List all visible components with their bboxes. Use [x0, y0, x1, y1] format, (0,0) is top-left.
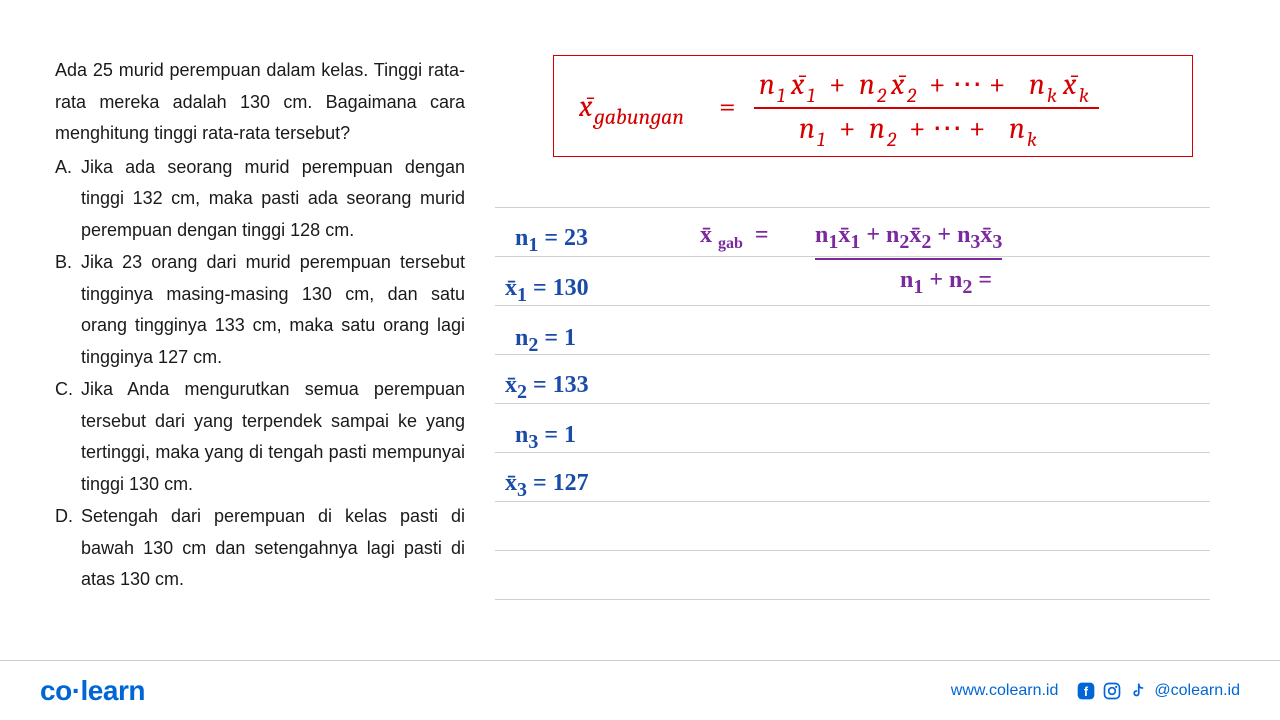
svg-text:1: 1 — [817, 128, 825, 146]
svg-text:k: k — [1047, 84, 1057, 107]
rule-line — [495, 305, 1210, 306]
svg-text:n: n — [759, 67, 775, 102]
svg-text:x̄: x̄ — [579, 89, 594, 124]
option-c: C. Jika Anda mengurutkan semua perempuan… — [55, 374, 465, 500]
hw-x2: x̄2 = 133 — [505, 372, 589, 404]
svg-text:+: + — [839, 111, 856, 146]
hw-n2: n2 = 1 — [515, 325, 576, 357]
svg-text:gabungan: gabungan — [592, 104, 684, 130]
formula-svg: x̄ gabungan = n1 x̄1 + n2 x̄2 + ⋯ + nk x… — [579, 66, 1169, 146]
footer-url[interactable]: www.colearn.id — [951, 682, 1059, 700]
rule-line — [495, 452, 1210, 453]
formula-box: x̄ gabungan = n1 x̄1 + n2 x̄2 + ⋯ + nk x… — [553, 55, 1193, 157]
svg-text:2: 2 — [886, 128, 897, 146]
rule-line — [495, 354, 1210, 355]
solution-panel: x̄ gabungan = n1 x̄1 + n2 x̄2 + ⋯ + nk x… — [465, 55, 1250, 620]
svg-text:n: n — [859, 67, 875, 102]
svg-text:x̄: x̄ — [890, 67, 906, 102]
svg-text:+ ⋯ +: + ⋯ + — [909, 111, 985, 146]
svg-text:=: = — [719, 89, 736, 124]
logo: co·learn — [40, 675, 145, 707]
social-handle[interactable]: @colearn.id — [1154, 682, 1240, 700]
svg-text:n: n — [1029, 67, 1045, 102]
option-b: B. Jika 23 orang dari murid perempuan te… — [55, 247, 465, 373]
hw-n1: n1 = 23 — [515, 225, 588, 257]
social-icons: f @colearn.id — [1076, 681, 1240, 701]
question-panel: Ada 25 murid perempuan dalam kelas. Ting… — [55, 55, 465, 620]
svg-text:2: 2 — [906, 84, 917, 107]
svg-text:+ ⋯ +: + ⋯ + — [929, 67, 1005, 102]
rule-line — [495, 403, 1210, 404]
question-intro: Ada 25 murid perempuan dalam kelas. Ting… — [55, 55, 465, 150]
instagram-icon[interactable] — [1102, 681, 1122, 701]
hw-x3: x̄3 = 127 — [505, 470, 589, 502]
footer: co·learn www.colearn.id f @colearn.id — [0, 660, 1280, 720]
svg-text:n: n — [1009, 111, 1025, 146]
rule-line — [495, 599, 1210, 600]
svg-text:1: 1 — [777, 84, 785, 107]
work-area: n1 = 23 x̄1 = 130 n2 = 1 x̄2 = 133 n3 = … — [495, 187, 1250, 197]
option-a: A. Jika ada seorang murid perempuan deng… — [55, 152, 465, 247]
svg-text:+: + — [829, 67, 846, 102]
hw-n3: n3 = 1 — [515, 422, 576, 454]
tiktok-icon[interactable] — [1128, 681, 1148, 701]
svg-text:n: n — [799, 111, 815, 146]
option-d: D. Setengah dari perempuan di kelas past… — [55, 501, 465, 596]
hw-xgab-lhs: x̄ gab = — [700, 222, 769, 253]
svg-text:1: 1 — [807, 84, 815, 107]
rule-line — [495, 501, 1210, 502]
hw-x1: x̄1 = 130 — [505, 275, 589, 307]
rule-line — [495, 550, 1210, 551]
svg-text:k: k — [1027, 128, 1037, 146]
footer-right: www.colearn.id f @colearn.id — [951, 681, 1240, 701]
svg-text:k: k — [1079, 84, 1089, 107]
svg-text:n: n — [869, 111, 885, 146]
hw-xgab-num: n1x̄1 + n2x̄2 + n3x̄3 — [815, 222, 1002, 260]
facebook-icon[interactable]: f — [1076, 681, 1096, 701]
svg-text:x̄: x̄ — [790, 67, 806, 102]
rule-line — [495, 207, 1210, 208]
svg-text:x̄: x̄ — [1062, 67, 1078, 102]
svg-text:2: 2 — [876, 84, 887, 107]
hw-xgab-den: n1 + n2 = — [900, 267, 992, 299]
options-list: A. Jika ada seorang murid perempuan deng… — [55, 152, 465, 596]
